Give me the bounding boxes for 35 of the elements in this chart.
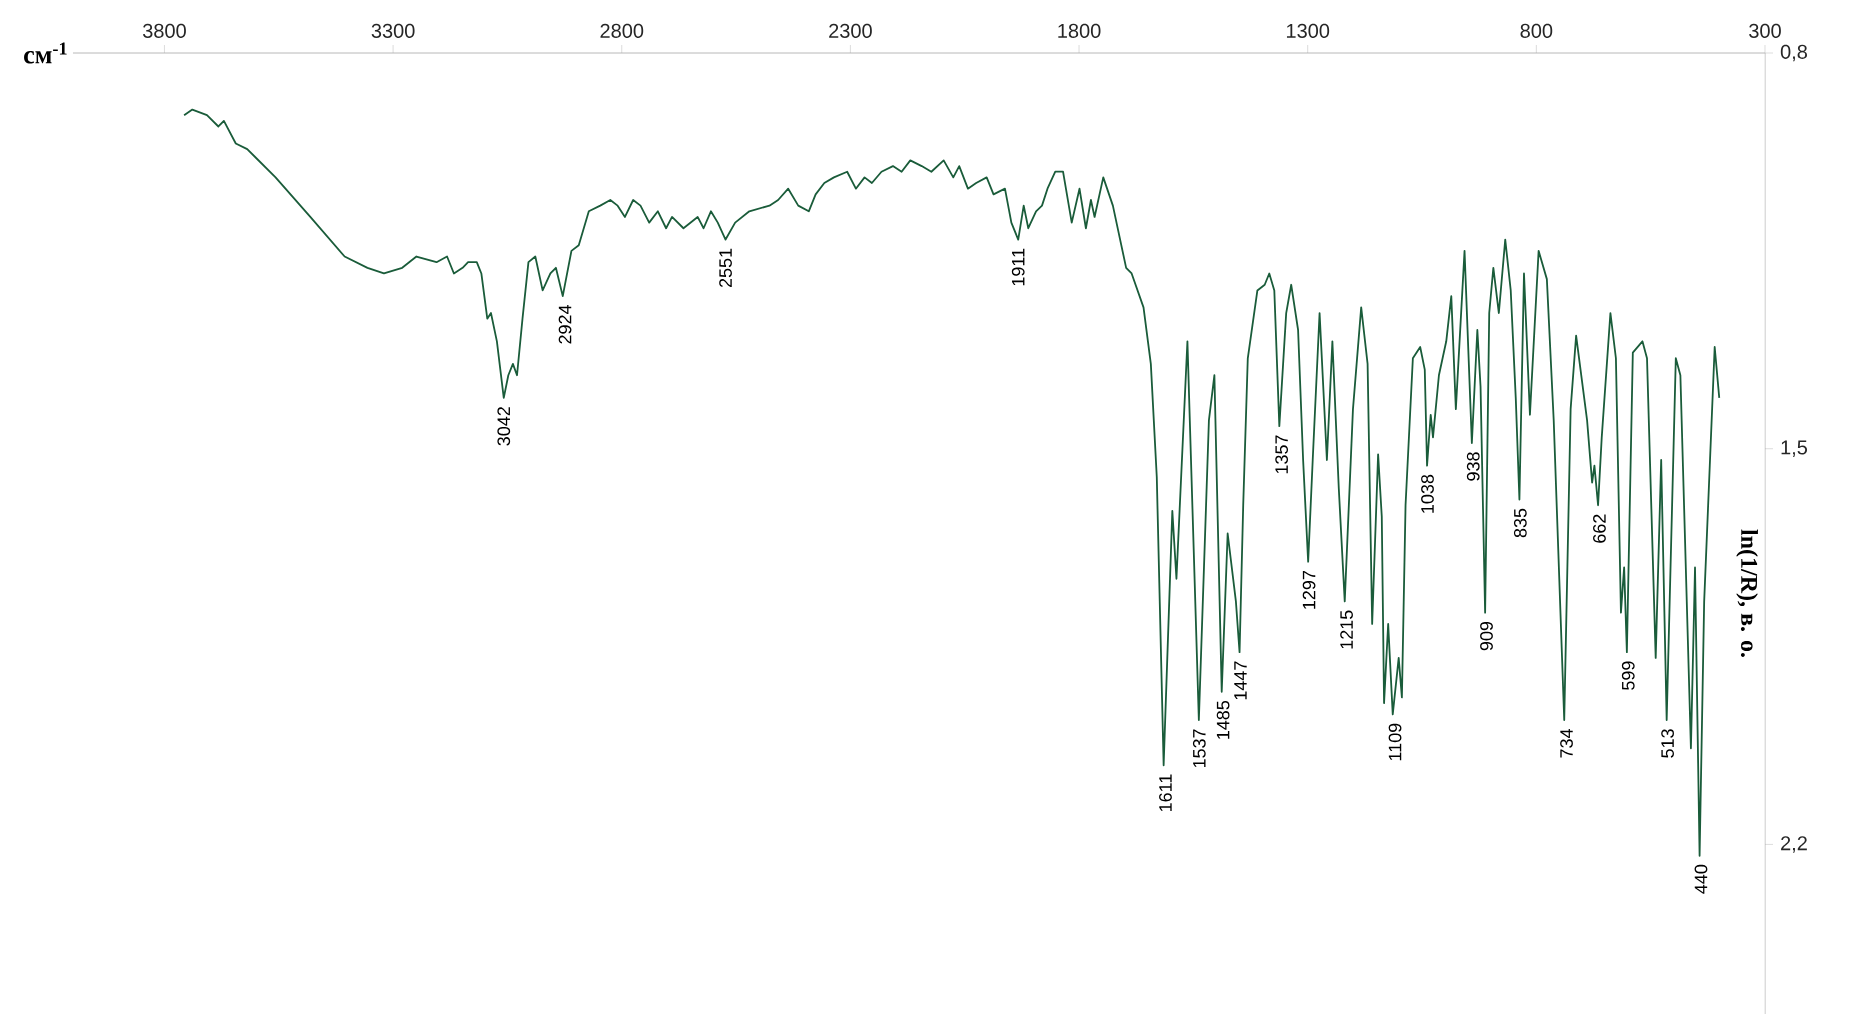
y-tick-label: 1,5 bbox=[1781, 440, 1808, 457]
annotation: 1447 bbox=[1234, 661, 1247, 700]
annotation: 440 bbox=[1694, 864, 1708, 894]
line-series bbox=[183, 108, 1721, 857]
annotation: 1537 bbox=[1192, 729, 1206, 768]
y-tick-label: 0,8 bbox=[1780, 44, 1807, 62]
annotation: 2551 bbox=[719, 248, 732, 288]
annotation: 1911 bbox=[1011, 248, 1025, 286]
annotation: 1357 bbox=[1275, 435, 1289, 474]
x-tick-label: 3800 bbox=[142, 23, 186, 38]
annotation: 1038 bbox=[1421, 474, 1434, 513]
annotation: 1109 bbox=[1388, 723, 1402, 761]
x-tick-label: 800 bbox=[1520, 23, 1553, 38]
x-tick-label: 300 bbox=[1749, 23, 1781, 38]
annotation: 3042 bbox=[497, 407, 511, 446]
annotation: 1215 bbox=[1340, 610, 1353, 649]
annotation: 835 bbox=[1513, 508, 1527, 538]
y-axis-title: ln(1/R), в. о. bbox=[1736, 529, 1758, 657]
x-tick-label: 1300 bbox=[1286, 23, 1330, 38]
annotation: 1297 bbox=[1302, 571, 1316, 609]
annotation: 909 bbox=[1480, 621, 1493, 651]
annotation: 734 bbox=[1560, 729, 1573, 758]
annotation: 1485 bbox=[1216, 700, 1230, 739]
y-tick-label: 2,2 bbox=[1781, 836, 1807, 853]
x-tick-label: 1800 bbox=[1058, 23, 1101, 38]
annotation: 662 bbox=[1593, 514, 1606, 543]
x-tick-label: 2300 bbox=[829, 23, 872, 38]
x-tick-label: 3300 bbox=[371, 23, 415, 38]
annotation: 938 bbox=[1466, 452, 1480, 481]
annotation: 513 bbox=[1661, 729, 1674, 758]
annotation: 2924 bbox=[558, 305, 572, 344]
x-tick-label: 2800 bbox=[600, 23, 644, 38]
x-axis-title: см$^{-1}$ bbox=[24, 42, 67, 64]
annotation: 599 bbox=[1621, 661, 1635, 690]
annotation: 1611 bbox=[1159, 774, 1172, 812]
